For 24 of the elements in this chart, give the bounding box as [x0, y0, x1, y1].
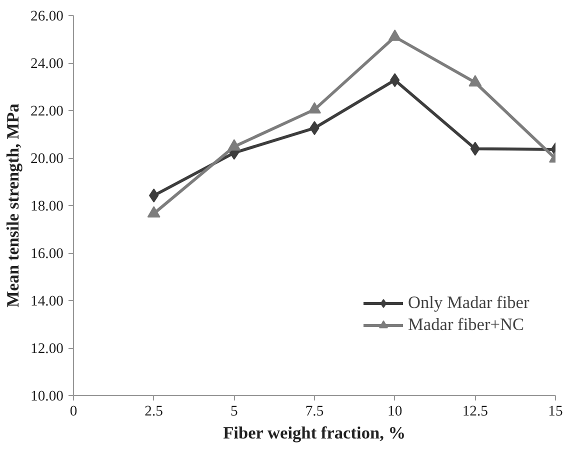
point	[308, 102, 321, 114]
x-tick-label: 5	[230, 404, 238, 420]
legend-label: Madar fiber+NC	[408, 315, 524, 335]
point	[388, 29, 402, 41]
x-tick-label: 12.5	[462, 404, 488, 420]
y-tick-label: 12.00	[30, 341, 64, 357]
y-axis-title: Mean tensile strength, MPa	[4, 103, 23, 308]
x-tick-label: 10	[388, 404, 402, 420]
y-tick-label: 22.00	[30, 104, 64, 120]
y-tick-label: 20.00	[30, 151, 64, 167]
x-tick-label: 0	[70, 404, 78, 420]
y-tick-label: 10.00	[30, 388, 64, 404]
legend-label: Only Madar fiber	[408, 293, 530, 313]
point	[468, 75, 482, 86]
point	[228, 139, 241, 151]
x-tick-label: 2.5	[144, 404, 163, 420]
y-tick-label: 24.00	[30, 56, 64, 72]
x-tick-label: 7.5	[305, 404, 324, 420]
y-tick-label: 16.00	[30, 246, 64, 262]
y-tick-label: 18.00	[30, 198, 64, 214]
y-tick-label: 14.00	[30, 294, 64, 310]
x-tick-label: 15	[548, 404, 563, 420]
y-tick-label: 26.00	[30, 8, 64, 24]
x-axis-title: Fiber weight fraction, %	[223, 424, 406, 442]
